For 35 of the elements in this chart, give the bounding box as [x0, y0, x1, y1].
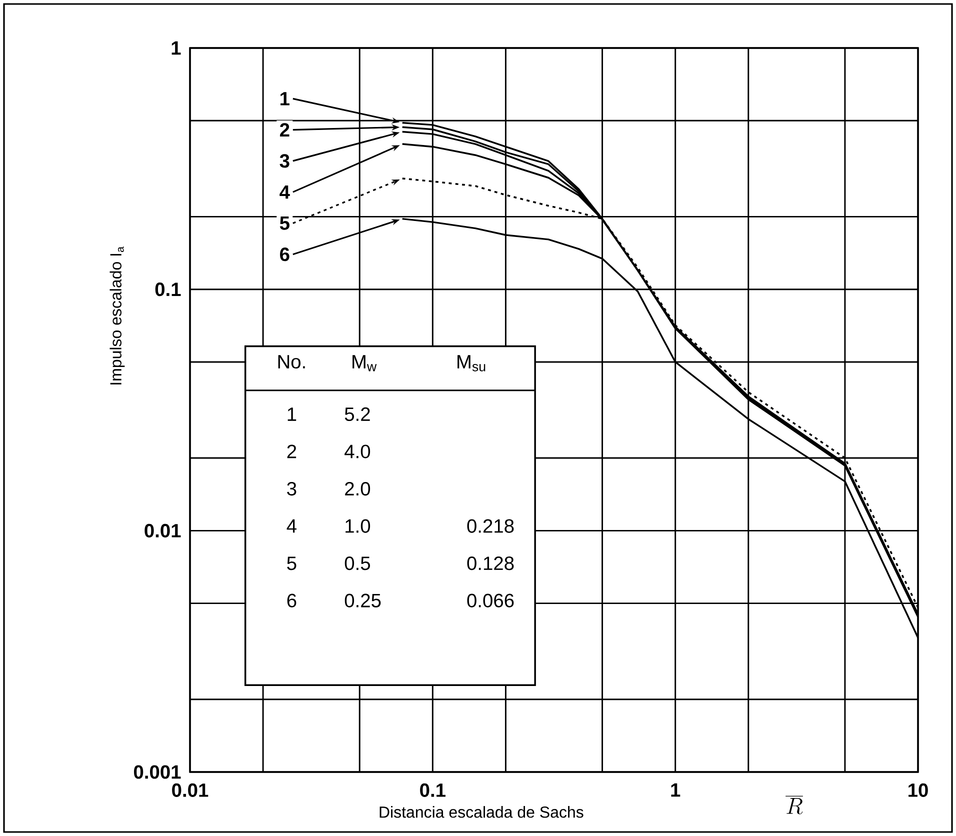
text: 2: [280, 123, 290, 137]
annotation: M$_{w}$: [352, 355, 377, 372]
annotation: 0.5: [344, 556, 370, 570]
y-axis-title: Impulso escalado I$_{a}$: [110, 246, 125, 384]
text: 3: [280, 154, 290, 168]
text: 4: [280, 185, 290, 199]
y-tick-label: 0.001: [134, 765, 181, 779]
annotation: 5.2: [344, 407, 370, 422]
annotation: 0.128: [467, 556, 514, 570]
text: 1: [288, 408, 296, 421]
text: 6: [280, 248, 290, 262]
annotation: 0.066: [467, 594, 514, 608]
annotation: No.: [278, 355, 305, 368]
text: 6: [287, 594, 296, 608]
x-tick-label: 0.01: [172, 783, 208, 797]
x-tick-label: 1: [671, 783, 680, 797]
annotation: 0.25: [344, 594, 381, 608]
annotation: 0.218: [467, 519, 514, 533]
y-tick-label: 1: [172, 41, 181, 55]
annotation: 4.0: [344, 444, 370, 458]
text: 5: [280, 216, 290, 230]
y-tick-label: 0.1: [155, 282, 181, 296]
x-tick-label: 0.1: [420, 783, 446, 797]
text: 4: [286, 519, 296, 533]
text: $\overline{R}$: [786, 796, 803, 814]
annotation: 2.0: [345, 482, 370, 496]
text: 5: [287, 556, 296, 570]
text: 1: [280, 92, 290, 106]
y-tick-label: 0.01: [144, 524, 181, 538]
text: 3: [287, 482, 296, 496]
text: 2: [287, 444, 296, 458]
annotation: M$_{su}$: [458, 355, 486, 372]
x-axis-title: Distancia escalada de Sachs: [380, 806, 584, 818]
x-tick-label: 10: [908, 783, 928, 797]
annotation: 1.0: [346, 519, 370, 533]
